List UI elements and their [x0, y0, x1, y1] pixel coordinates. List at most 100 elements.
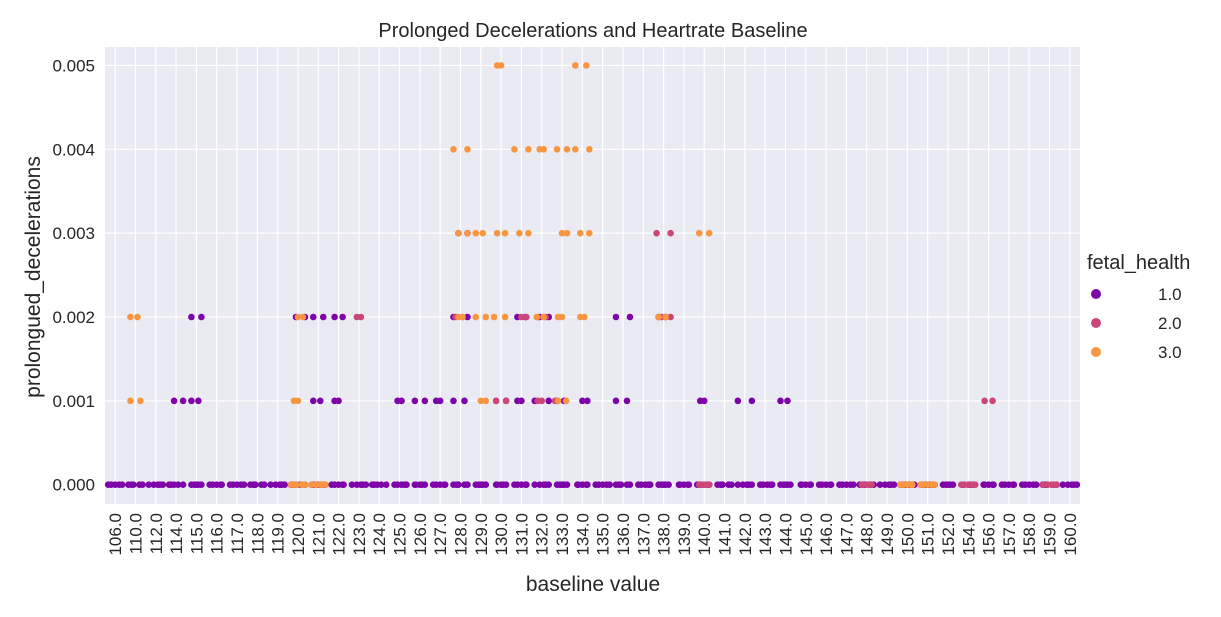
x-tick-label: 145.0 — [797, 513, 816, 556]
data-point — [868, 481, 876, 489]
data-point — [626, 481, 634, 489]
data-point — [660, 481, 667, 489]
data-point — [662, 313, 669, 321]
data-point — [572, 146, 579, 153]
data-point — [734, 397, 742, 405]
data-point — [464, 146, 471, 153]
x-tick-label: 112.0 — [147, 513, 166, 554]
x-tick-label: 152.0 — [939, 513, 958, 556]
x-tick-label: 123.0 — [350, 513, 369, 556]
data-point — [464, 313, 471, 321]
data-point — [464, 481, 471, 489]
data-point — [908, 481, 915, 489]
data-point — [897, 481, 904, 489]
x-tick-label: 148.0 — [858, 513, 877, 556]
legend-marker — [1091, 289, 1101, 299]
x-tick-label: 139.0 — [675, 513, 694, 556]
data-point — [944, 481, 952, 489]
x-tick-label: 126.0 — [411, 513, 430, 556]
data-point — [401, 481, 408, 489]
x-tick-label: 134.0 — [573, 513, 592, 556]
y-tick-label: 0.004 — [52, 140, 95, 159]
data-point — [411, 397, 419, 405]
x-tick-label: 138.0 — [655, 513, 674, 556]
x-tick-label: 136.0 — [614, 513, 633, 556]
data-point — [583, 62, 590, 69]
y-axis-label: prolongued_decelerations — [22, 156, 45, 398]
data-point — [382, 481, 390, 489]
data-point — [577, 229, 584, 237]
data-point — [159, 481, 167, 489]
data-point — [357, 481, 365, 489]
data-point — [479, 229, 487, 237]
data-point — [525, 229, 532, 237]
data-point — [309, 397, 317, 405]
y-tick-label: 0.000 — [52, 476, 95, 495]
data-point — [188, 313, 195, 321]
data-point — [331, 397, 338, 405]
data-point — [719, 481, 726, 489]
data-point — [472, 229, 480, 237]
data-point — [518, 313, 525, 321]
data-point — [501, 229, 509, 237]
x-tick-label: 146.0 — [817, 513, 836, 556]
data-point — [307, 481, 315, 489]
y-tick-label: 0.002 — [52, 308, 95, 327]
data-point — [490, 313, 498, 321]
legend-marker — [1091, 347, 1101, 357]
x-tick-label: 160.0 — [1061, 513, 1080, 556]
data-point — [756, 481, 764, 489]
x-tick-label: 132.0 — [533, 513, 552, 556]
data-point — [705, 481, 713, 489]
data-point — [511, 146, 518, 153]
data-point — [558, 229, 566, 237]
data-point — [502, 397, 510, 405]
data-point — [1048, 481, 1055, 489]
data-point — [482, 397, 490, 405]
x-tick-label: 147.0 — [837, 513, 856, 556]
data-point — [477, 481, 485, 489]
data-point — [154, 481, 162, 489]
data-point — [137, 397, 144, 405]
data-point — [514, 397, 521, 405]
data-point — [1039, 481, 1046, 489]
x-tick-label: 124.0 — [370, 513, 389, 556]
data-point — [558, 481, 566, 489]
data-point — [511, 481, 518, 489]
data-point — [1018, 481, 1026, 489]
x-tick-label: 137.0 — [634, 513, 653, 556]
legend-label: 2.0 — [1158, 314, 1182, 333]
data-point — [294, 313, 302, 321]
x-tick-label: 125.0 — [391, 513, 410, 556]
data-point — [339, 481, 346, 489]
data-point — [885, 481, 893, 489]
data-point — [1059, 481, 1067, 489]
x-tick-label: 150.0 — [898, 513, 917, 556]
data-point — [579, 397, 586, 405]
plot-area — [105, 47, 1080, 504]
data-point — [540, 313, 548, 321]
data-point — [787, 481, 794, 489]
data-point — [981, 397, 988, 405]
data-point — [617, 481, 625, 489]
x-tick-label: 143.0 — [756, 513, 775, 556]
data-point — [695, 481, 703, 489]
data-point — [890, 481, 898, 489]
data-point — [299, 313, 307, 321]
x-axis: 106.0 110.0 112.0 114.0 115.0 116.0 117.0 118.0… — [106, 513, 1080, 556]
y-tick-label: 0.003 — [52, 224, 95, 243]
data-point — [321, 481, 329, 489]
legend: fetal_health 1.0 2.0 3.0 — [1087, 252, 1190, 362]
data-point — [949, 481, 957, 489]
data-point — [167, 481, 175, 489]
x-tick-label: 120.0 — [289, 513, 308, 556]
legend-label: 1.0 — [1158, 285, 1182, 304]
data-point — [309, 313, 317, 321]
data-point — [665, 481, 672, 489]
x-tick-label: 117.0 — [228, 513, 247, 554]
data-point — [450, 481, 457, 489]
data-point — [876, 481, 884, 489]
data-point — [316, 481, 324, 489]
data-point — [450, 146, 457, 153]
data-point — [226, 481, 234, 489]
